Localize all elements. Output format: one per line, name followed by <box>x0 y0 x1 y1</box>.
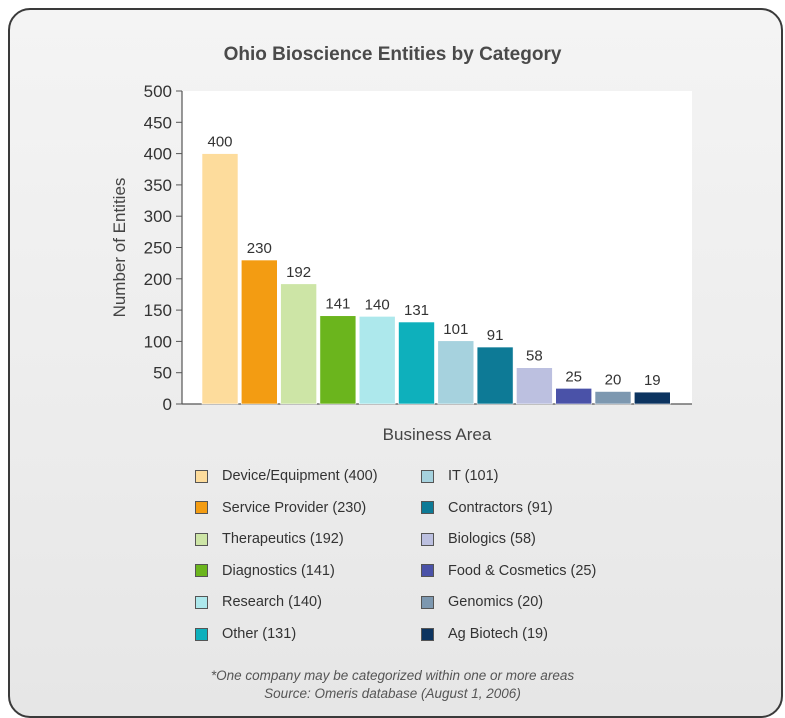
y-tick-label: 450 <box>144 113 172 132</box>
bar-value-label: 140 <box>365 296 390 313</box>
y-tick-label: 150 <box>144 301 172 320</box>
y-tick-label: 300 <box>144 207 172 226</box>
bar-genomics <box>594 391 632 405</box>
bar-chart: 0 50 100 150 200 250 300 350 400 450 500 400 230 192 1… <box>110 82 692 444</box>
legend-item: Device/Equipment (400) <box>195 466 378 486</box>
bar-ag-biotech <box>633 391 671 405</box>
bar-biologics <box>516 367 553 405</box>
legend-item: Genomics (20) <box>421 592 543 612</box>
bar-value-label: 25 <box>565 368 582 385</box>
legend-label: Contractors (91) <box>448 499 553 516</box>
legend-item: Therapeutics (192) <box>195 529 344 549</box>
bar-value-label: 400 <box>207 134 232 151</box>
legend-item: Contractors (91) <box>421 498 553 518</box>
legend-swatch <box>195 564 208 578</box>
bar-food-cosmetics <box>555 388 593 405</box>
bar-therapeutics <box>280 283 317 405</box>
legend-label: Other (131) <box>222 626 297 642</box>
bar-device-equipment <box>201 153 239 405</box>
legend-label: Service Provider (230) <box>222 499 367 516</box>
bar-value-label: 101 <box>443 321 468 338</box>
y-axis-title: Number of Entities <box>110 178 129 318</box>
legend-label: Diagnostics (141) <box>222 562 335 579</box>
footnote-note: *One company may be categorized within o… <box>210 668 575 683</box>
bar-research <box>358 316 396 405</box>
y-tick-label: 400 <box>144 145 172 164</box>
legend-label: Device/Equipment (400) <box>222 468 378 484</box>
footnote-source: Source: Omeris database (August 1, 2006) <box>264 686 521 701</box>
y-tick-label: 250 <box>144 239 172 258</box>
legend-item: Other (131) <box>195 624 296 644</box>
bar-other <box>398 321 435 405</box>
bar-contractors <box>476 346 514 405</box>
legend-swatch <box>421 564 434 578</box>
y-tick-label: 50 <box>153 364 172 383</box>
legend-swatch <box>421 532 434 546</box>
bar-value-label: 230 <box>247 240 272 257</box>
legend-label: IT (101) <box>448 468 499 484</box>
bar-it <box>437 340 475 405</box>
bar-value-label: 19 <box>644 372 661 389</box>
y-tick-label: 100 <box>144 332 172 351</box>
bar-diagnostics <box>319 315 357 405</box>
bar-value-label: 141 <box>325 296 350 313</box>
bar-value-label: 20 <box>605 371 622 388</box>
bar-service-provider <box>241 259 278 405</box>
legend-swatch <box>195 532 208 546</box>
bar-value-label: 192 <box>286 264 311 281</box>
legend-label: Research (140) <box>222 594 322 611</box>
legend-swatch <box>421 627 434 641</box>
y-tick-label: 200 <box>144 270 172 289</box>
legend-item: Service Provider (230) <box>195 498 366 518</box>
y-tick-label: 350 <box>144 176 172 195</box>
y-tick-label: 0 <box>163 395 172 414</box>
legend-label: Biologics (58) <box>448 531 536 548</box>
legend-label: Ag Biotech (19) <box>448 626 548 642</box>
legend-item: Ag Biotech (19) <box>421 624 548 644</box>
legend-label: Therapeutics (192) <box>222 531 344 548</box>
legend-item: Research (140) <box>195 592 322 612</box>
legend-swatch <box>421 501 434 515</box>
x-axis-title: Business Area <box>383 425 492 444</box>
y-tick-label: 500 <box>144 82 172 101</box>
legend-swatch <box>195 501 208 515</box>
bar-value-label: 58 <box>526 348 543 365</box>
legend-item: Food & Cosmetics (25) <box>421 561 596 581</box>
legend-swatch <box>421 469 434 483</box>
legend-swatch <box>195 469 208 483</box>
bar-value-label: 131 <box>404 302 429 319</box>
legend-label: Food & Cosmetics (25) <box>448 562 597 579</box>
legend-label: Genomics (20) <box>448 594 544 611</box>
legend-item: IT (101) <box>421 466 499 486</box>
legend-item: Diagnostics (141) <box>195 561 335 581</box>
chart-title: Ohio Bioscience Entities by Category <box>223 44 562 65</box>
legend-swatch <box>421 595 434 609</box>
legend-item: Biologics (58) <box>421 529 536 549</box>
legend-swatch <box>195 595 208 609</box>
legend-swatch <box>195 627 208 641</box>
bar-value-label: 91 <box>487 327 504 344</box>
